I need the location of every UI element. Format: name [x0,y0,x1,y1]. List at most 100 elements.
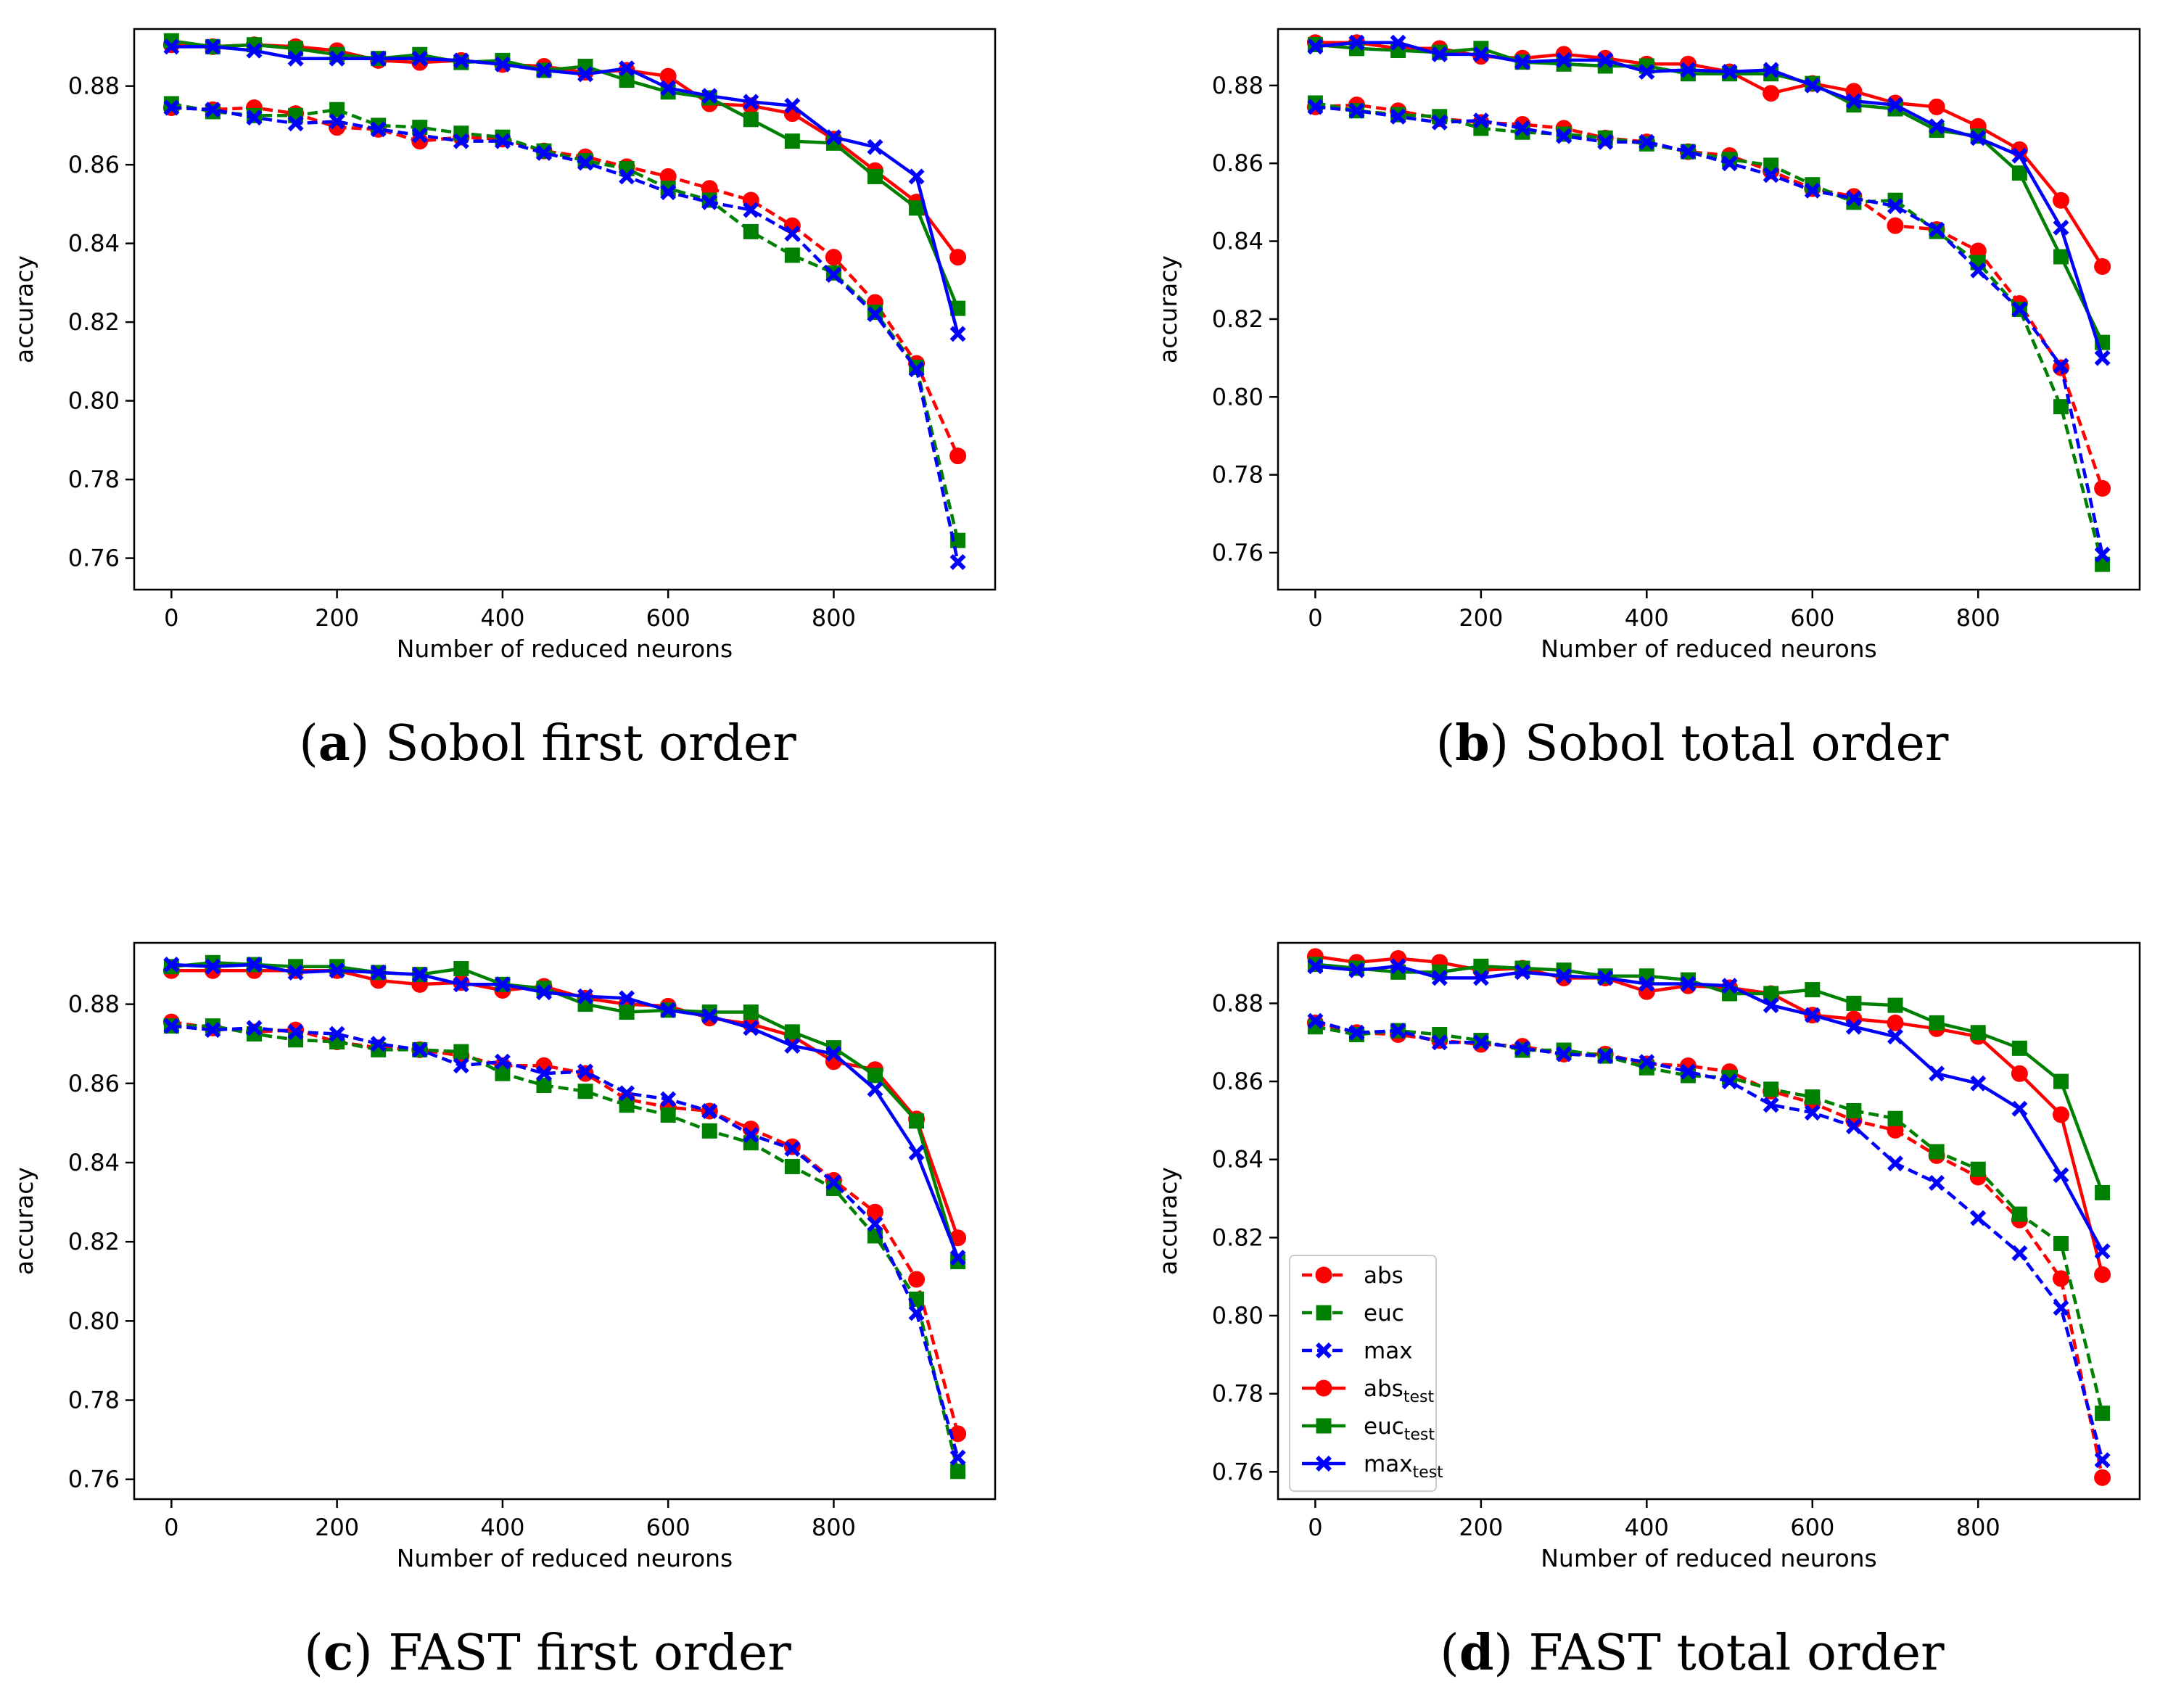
data-point-max_test [949,1250,966,1266]
data-point-euc_test [909,1113,925,1129]
legend: abs euc max abstest euctest maxtest [1289,1255,1443,1492]
data-point-max_test [370,50,387,67]
data-point-max_test [2094,350,2111,366]
series-line-max [171,106,960,563]
y-tick-label: 0.76 [1212,539,1264,566]
data-point-max_test [577,66,593,83]
series-line-abs [1314,1021,2104,1478]
data-point-max_test [205,38,221,55]
x-tick-label: 600 [1790,1514,1834,1541]
data-point-max [2094,546,2111,563]
data-point-max_test [246,42,263,59]
y-tick-label: 0.80 [68,1307,120,1334]
data-point-max [1390,108,1406,125]
y-tick-label: 0.88 [68,73,120,100]
y-tick-label: 0.76 [68,545,120,572]
data-point-max_test [743,94,759,110]
legend-item-abs: abs [1302,1263,1403,1289]
data-point-max [743,202,759,218]
data-point-max [411,1041,428,1058]
x-tick-label: 200 [1459,1514,1503,1541]
y-tick-label: 0.88 [68,991,120,1018]
x-axis-label: Number of reduced neurons [397,635,733,663]
x-tick-label: 600 [1790,604,1834,632]
data-point-euc_test [867,168,883,184]
x-tick-label: 800 [812,604,856,632]
data-point-max_test [494,56,511,73]
data-point-max_test [1431,46,1448,62]
data-point-max [1348,102,1365,119]
y-tick-label: 0.78 [1212,1380,1264,1408]
y-tick-label: 0.86 [1212,149,1264,177]
plot-frame [1277,28,2141,591]
caption-b: (b) Sobol total order [1436,714,1949,772]
data-point-max [2053,358,2069,374]
y-tick-label: 0.76 [1212,1458,1264,1485]
data-point-max [329,1026,345,1042]
data-point-max_test [1307,958,1324,975]
x-tick-label: 600 [646,604,691,632]
data-point-max [1804,1105,1821,1121]
data-point-max_test [453,52,469,69]
data-point-abs_test [2052,191,2069,209]
data-point-max [577,154,593,171]
x-tick-label: 400 [1625,604,1669,632]
data-point-max [246,110,263,126]
y-tick-label: 0.82 [68,308,120,336]
data-point-max_test [660,1002,677,1018]
data-point-max_test [536,62,552,78]
data-point-max [1680,144,1697,160]
legend-label: max [1364,1338,1413,1364]
legend-item-euc: euc [1302,1300,1404,1327]
data-point-max_test [1680,62,1697,78]
data-point-max_test [1431,970,1448,986]
data-point-abs_test [949,249,967,266]
y-tick-label: 0.84 [68,230,120,257]
data-point-max [1970,262,1987,279]
series-line-max_test [171,962,960,1258]
data-point-max_test [1597,970,1614,986]
legend-label: abs [1364,1263,1403,1289]
caption-d: (d) FAST total order [1440,1624,1945,1682]
data-point-max_test [1721,978,1738,994]
data-point-max_test [619,60,635,77]
data-point-euc [1887,1110,1903,1126]
data-point-euc [619,1097,635,1113]
data-point-max [1929,1175,1945,1191]
data-point-euc_test [784,1024,800,1040]
x-tick-label: 200 [315,1514,359,1541]
data-point-euc_test [950,300,966,316]
data-point-max_test [329,50,345,67]
data-point-abs [2052,1270,2069,1287]
data-point-max [867,306,883,323]
data-point-abs [2094,1469,2111,1486]
data-point-abs_test [2011,1065,2028,1082]
data-point-max_test [784,1037,801,1054]
x-tick-label: 0 [164,1514,178,1541]
y-axis-label: accuracy [10,255,38,363]
data-point-max_test [2011,147,2028,164]
data-point-euc_test [1763,986,1779,1002]
data-point-abs_test [1763,85,1780,102]
data-point-max [2011,301,2028,318]
data-point-euc [2011,1206,2027,1222]
data-point-abs_test [2094,1266,2111,1284]
legend-label: euc [1364,1300,1404,1327]
x-tick-label: 200 [315,604,359,632]
plot-frame [1277,941,2141,1501]
data-point-max_test [1472,970,1489,986]
data-point-abs_test [659,67,677,85]
y-tick-label: 0.80 [1212,383,1264,411]
data-point-max_test [701,88,718,104]
data-point-euc_test [2053,1073,2069,1089]
data-point-max [1845,1118,1862,1134]
data-point-max_test [784,97,801,114]
data-point-max [287,1023,304,1040]
data-point-max [1804,182,1821,199]
data-point-euc [329,102,345,117]
data-point-max [701,194,718,210]
data-point-max [825,1174,842,1191]
y-tick-label: 0.78 [68,466,120,493]
x-tick-label: 0 [1308,604,1322,632]
data-point-euc [1929,1144,1945,1160]
